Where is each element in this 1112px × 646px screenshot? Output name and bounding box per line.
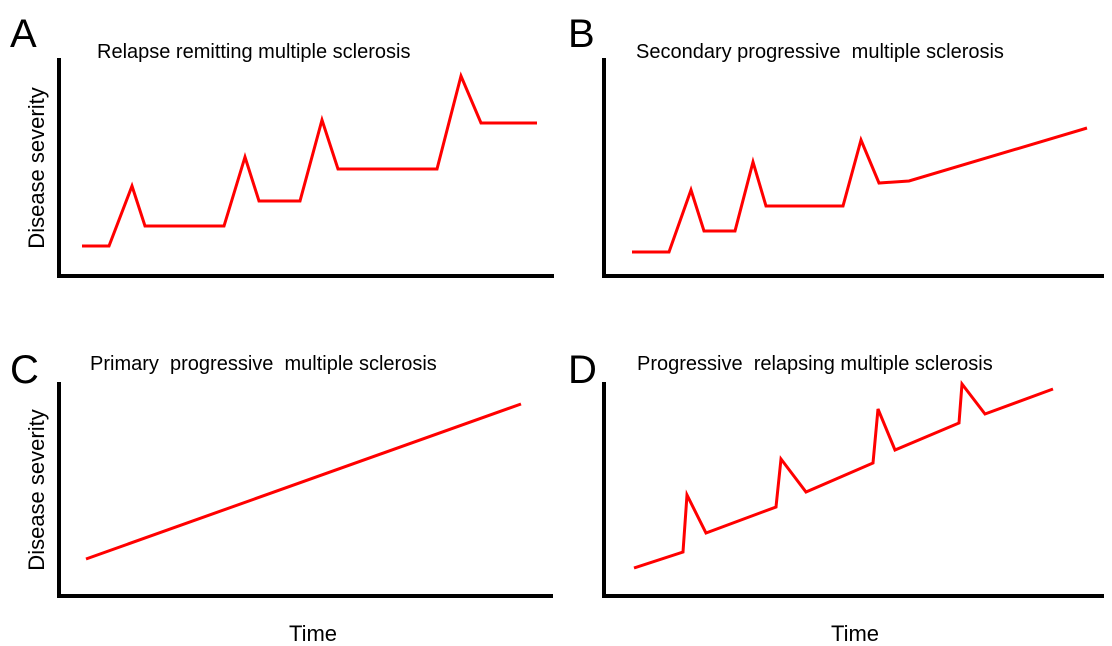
panel-d-letter: D [568,348,597,392]
panel-a-y-axis-label: Disease severity [24,87,49,248]
panel-a: A Relapse remitting multiple sclerosis D… [10,12,554,278]
panel-c-severity-curve [85,402,522,561]
panel-d-x-axis-label: Time [831,621,879,646]
panel-b-title: Secondary progressive multiple sclerosis [636,41,1004,63]
panel-b-letter: B [568,12,595,56]
panel-d-title: Progressive relapsing multiple sclerosis [637,353,993,375]
panel-c-letter: C [10,348,39,392]
panel-c-x-axis-label: Time [289,621,337,646]
panel-c-y-axis-label: Disease severity [24,409,49,570]
panel-d: D Progressive relapsing multiple scleros… [568,348,1104,646]
panel-d-axes [602,382,1104,598]
panel-b-axes [602,58,1104,278]
panel-d-severity-curve [633,379,1054,570]
panel-c-axes [57,382,553,598]
panel-b: B Secondary progressive multiple scleros… [568,12,1104,278]
panel-a-severity-curve [82,71,537,248]
panel-a-axes [57,58,554,278]
panel-c-title: Primary progressive multiple sclerosis [90,353,437,375]
panel-a-letter: A [10,12,37,56]
panel-b-severity-curve [632,126,1088,254]
panel-a-title: Relapse remitting multiple sclerosis [97,41,410,63]
panel-c: C Primary progressive multiple sclerosis… [10,348,553,646]
